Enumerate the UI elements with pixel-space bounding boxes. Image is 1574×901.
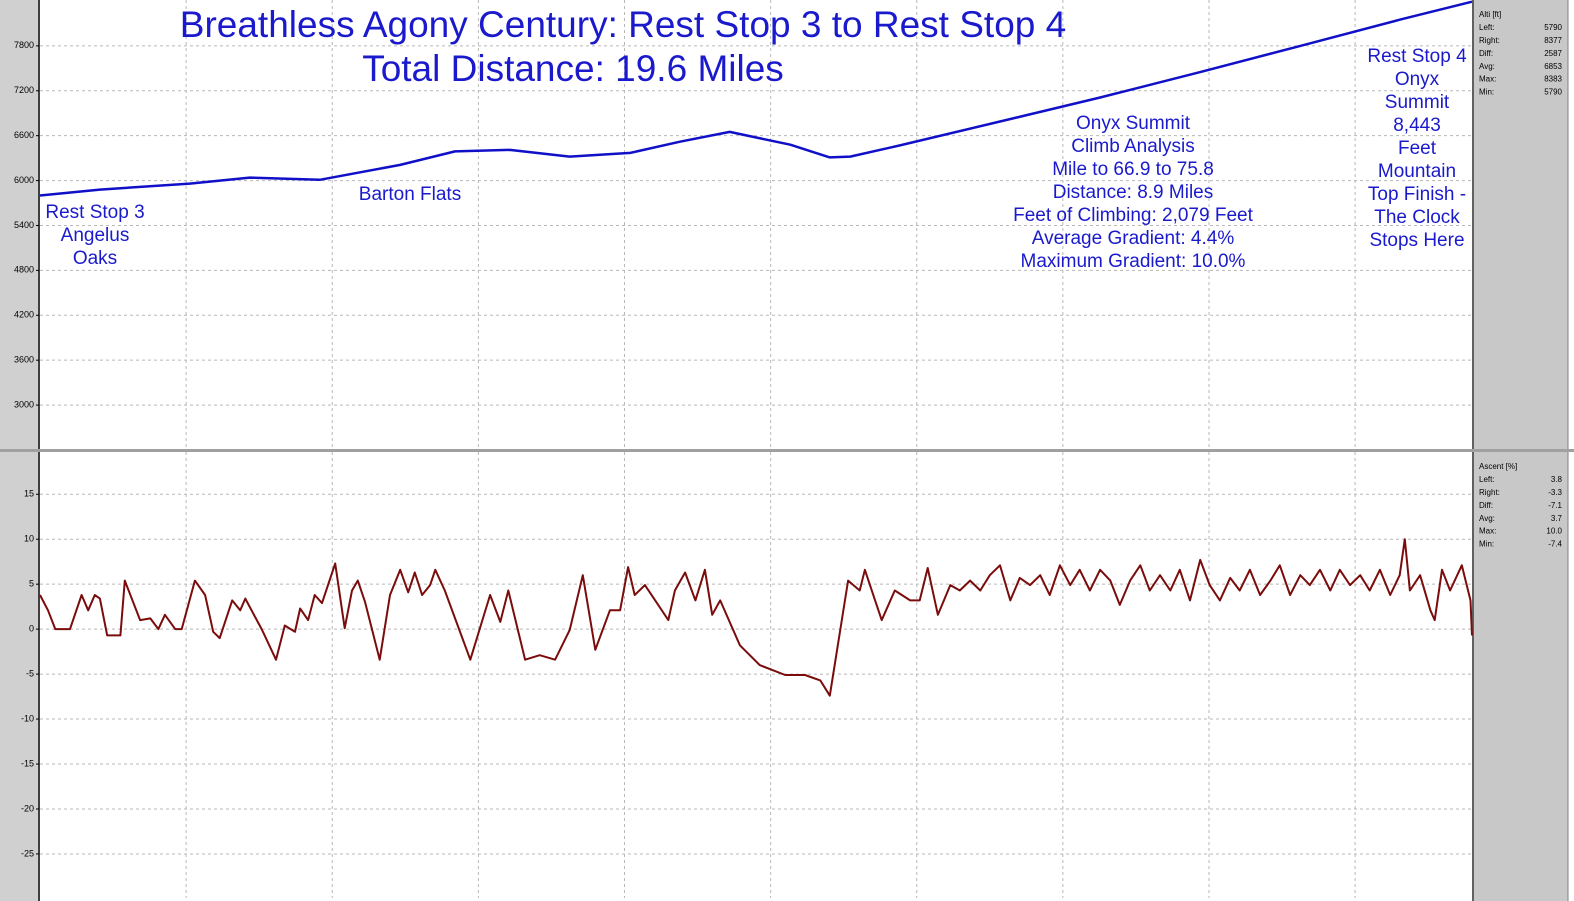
y-tick-label: 4800: [14, 265, 34, 275]
chart-title: Breathless Agony Century: Rest Stop 3 to…: [180, 4, 1066, 45]
annotation: Mile to 66.9 to 75.8: [1052, 159, 1214, 180]
stats-title: Ascent [%]: [1479, 462, 1517, 471]
stat-value: 5790: [1544, 23, 1562, 32]
y-tick-label: 15: [24, 489, 34, 499]
stat-value: 3.7: [1551, 514, 1563, 523]
annotation: Feet of Climbing: 2,079 Feet: [1013, 205, 1253, 226]
y-tick-label: -25: [21, 848, 34, 858]
annotation: Maximum Gradient: 10.0%: [1021, 251, 1246, 272]
stat-label: Min:: [1479, 540, 1494, 549]
y-tick-label: -15: [21, 758, 34, 768]
y-tick-label: 5: [29, 579, 34, 589]
panel-divider: [0, 449, 1574, 452]
annotation: Onyx: [1395, 69, 1440, 90]
y-tick-label: 4200: [14, 310, 34, 320]
annotation: The Clock: [1374, 207, 1460, 228]
y-tick-label: 6000: [14, 175, 34, 185]
y-tick-label: -10: [21, 713, 34, 723]
y-tick-label: 6600: [14, 130, 34, 140]
stat-value: -7.1: [1548, 501, 1562, 510]
annotation: Rest Stop 3: [45, 202, 144, 223]
stat-label: Left:: [1479, 23, 1495, 32]
y-tick-label: 3600: [14, 355, 34, 365]
annotation: Oaks: [73, 248, 117, 269]
stat-label: Diff:: [1479, 501, 1493, 510]
stat-label: Left:: [1479, 475, 1495, 484]
y-tick-label: -20: [21, 803, 34, 813]
y-tick-label: 3000: [14, 399, 34, 409]
stat-label: Avg:: [1479, 62, 1495, 71]
stat-value: -7.4: [1548, 540, 1562, 549]
annotation: Barton Flats: [359, 184, 461, 205]
stat-label: Min:: [1479, 88, 1494, 97]
annotation: Feet: [1398, 138, 1437, 159]
data-line: [39, 538, 1473, 697]
stat-value: 3.8: [1551, 475, 1563, 484]
annotation: Average Gradient: 4.4%: [1032, 228, 1235, 249]
annotation: Rest Stop 4: [1367, 46, 1467, 67]
stat-value: 8383: [1544, 75, 1562, 84]
stat-value: 2587: [1544, 49, 1562, 58]
annotation: Summit: [1385, 92, 1450, 113]
annotation: 8,443: [1393, 115, 1441, 136]
stats-title: Alti [ft]: [1479, 10, 1501, 19]
stat-value: 10.0: [1546, 527, 1562, 536]
annotation: Onyx Summit: [1076, 113, 1191, 134]
y-tick-label: -5: [26, 668, 34, 678]
annotation: Climb Analysis: [1071, 136, 1195, 157]
y-tick-label: 0: [29, 624, 34, 634]
annotation: Mountain: [1378, 161, 1456, 182]
y-tick-label: 7800: [14, 40, 34, 50]
y-tick-label: 5400: [14, 220, 34, 230]
stat-label: Right:: [1479, 488, 1500, 497]
annotation: Stops Here: [1369, 230, 1464, 251]
y-tick-label: 7200: [14, 85, 34, 95]
stat-value: 8377: [1544, 36, 1562, 45]
annotation: Angelus: [61, 225, 130, 246]
stat-label: Max:: [1479, 527, 1496, 536]
stat-label: Right:: [1479, 36, 1500, 45]
stat-value: 6853: [1544, 62, 1562, 71]
stat-label: Avg:: [1479, 514, 1495, 523]
annotation: Distance: 8.9 Miles: [1053, 182, 1214, 203]
y-tick-label: 10: [24, 534, 34, 544]
stat-value: 5790: [1544, 88, 1562, 97]
stat-value: -3.3: [1548, 488, 1562, 497]
annotation: Top Finish -: [1368, 184, 1466, 205]
stat-label: Diff:: [1479, 49, 1493, 58]
stat-label: Max:: [1479, 75, 1496, 84]
data-line: [39, 0, 1473, 197]
chart-subtitle: Total Distance: 19.6 Miles: [362, 48, 784, 89]
